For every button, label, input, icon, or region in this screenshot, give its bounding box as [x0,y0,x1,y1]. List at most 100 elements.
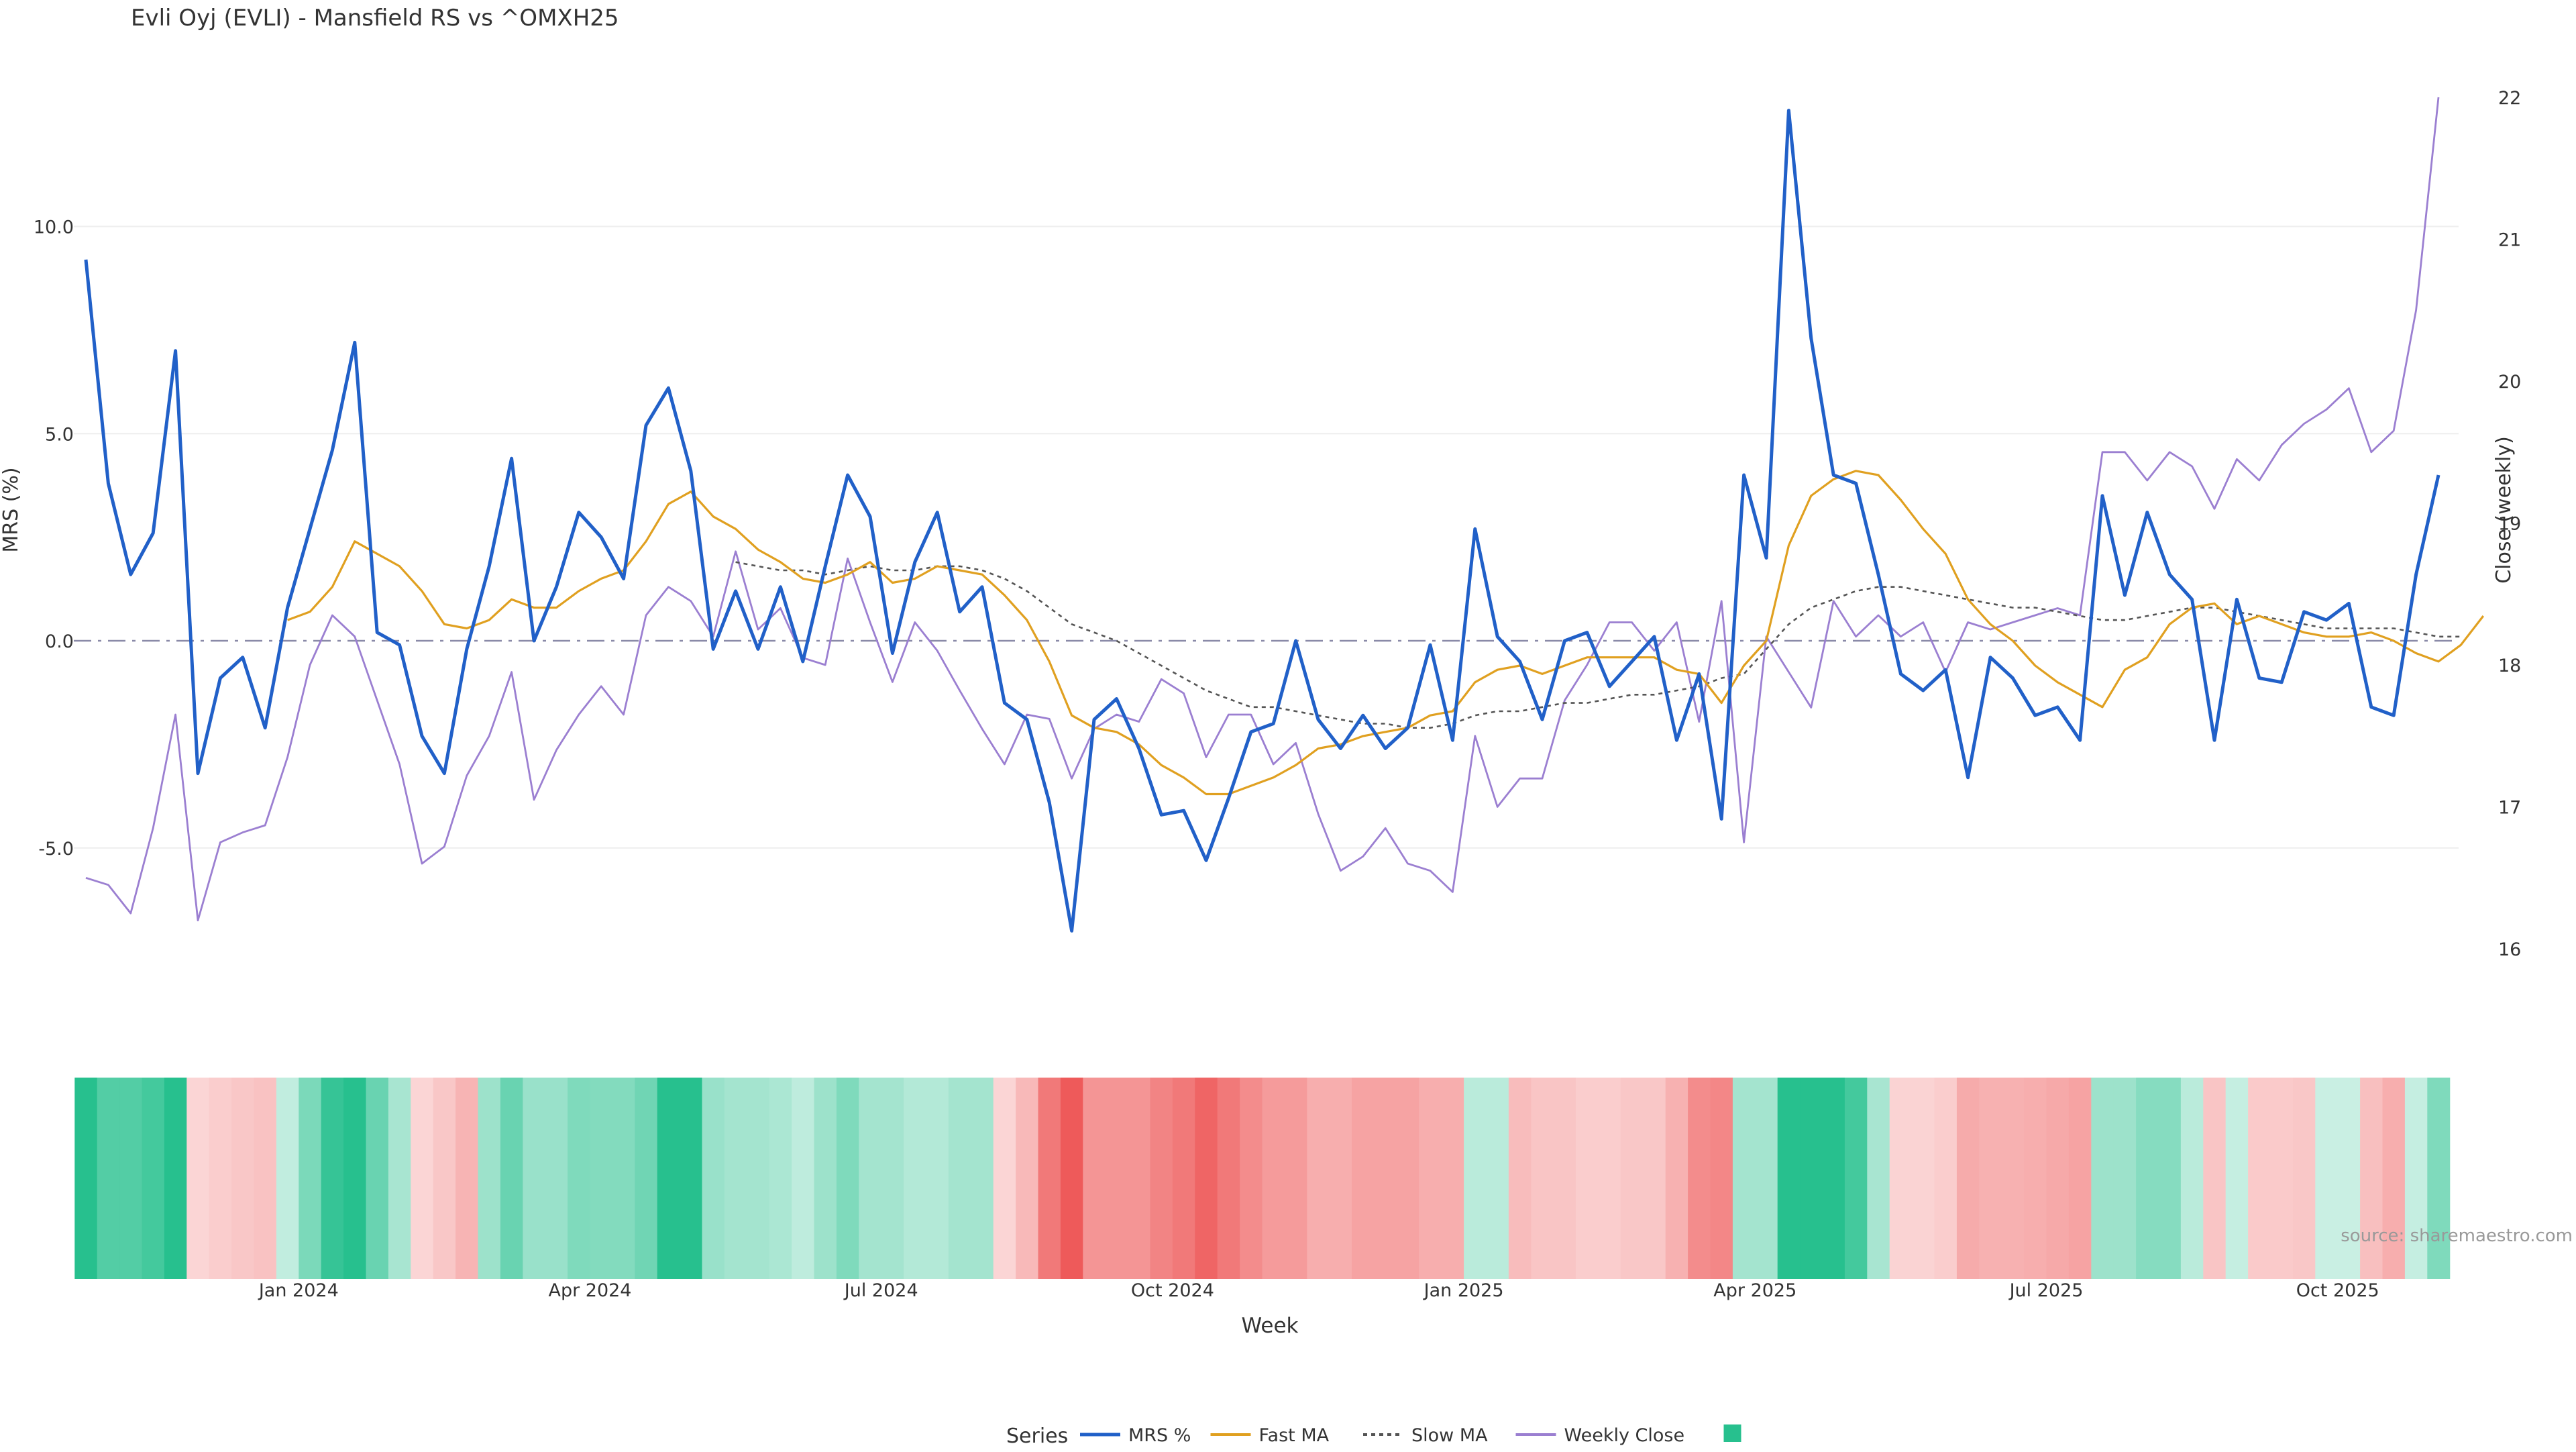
chart-title: Evli Oyj (EVLI) - Mansfield RS vs ^OMXH2… [131,5,619,32]
heatmap-cell [299,1078,322,1279]
heatmap-cell [1620,1078,1644,1279]
heatmap-cell [1464,1078,1487,1279]
heatmap-cell [1531,1078,1554,1279]
legend-label: Fast MA [1259,1425,1330,1446]
heatmap-cell [1217,1078,1240,1279]
heatmap-cell [1598,1078,1621,1279]
y-tick-label: 5.0 [45,424,74,445]
y2-tick-label: 16 [2498,939,2521,960]
heatmap-cell [657,1078,680,1279]
heatmap-cell [612,1078,635,1279]
heatmap-cell [388,1078,411,1279]
series-layer [84,97,2485,933]
heatmap-cell [2248,1078,2271,1279]
series-line-fast-ma [287,470,2485,796]
grid-layer [74,225,2459,849]
heatmap-cell [1508,1078,1532,1279]
x-tick-label: Jul 2024 [843,1280,918,1301]
heatmap-cell [2337,1078,2361,1279]
heatmap-cell [1755,1078,1778,1279]
heatmap-cell [1553,1078,1576,1279]
heatmap-cell [1777,1078,1801,1279]
heatmap-cell [2315,1078,2339,1279]
legend-label: Weekly Close [1564,1425,1685,1446]
legend-swatch-heatmap [1723,1424,1741,1442]
legend-label: MRS % [1128,1425,1191,1446]
heatmap-cell [2068,1078,2092,1279]
heatmap-cell [1128,1078,1151,1279]
x-tick-label: Jan 2025 [1423,1280,1504,1301]
heatmap-cell [455,1078,479,1279]
y2-axis-label: Close (weekly) [2492,436,2516,584]
heatmap-cell [792,1078,815,1279]
heatmap-cell [1979,1078,2002,1279]
heatmap-cell [814,1078,837,1279]
heatmap-cell [926,1078,949,1279]
source-note: source: sharemaestro.com [2341,1226,2573,1246]
heatmap-cell [2203,1078,2226,1279]
heatmap-cell [1643,1078,1666,1279]
heatmap-cell [1083,1078,1106,1279]
series-line-slow-ma [735,561,2461,729]
x-tick-label: Jul 2025 [2008,1280,2084,1301]
heatmap-cell [2360,1078,2383,1279]
heatmap-cell [836,1078,859,1279]
heatmap-cell [1419,1078,1442,1279]
heatmap-cell [1374,1078,1397,1279]
heatmap-cell [164,1078,187,1279]
heatmap-cell [702,1078,725,1279]
heatmap-cell [2046,1078,2070,1279]
heatmap-cell [545,1078,568,1279]
heatmap-cell [366,1078,389,1279]
y2-tick-label: 22 [2498,88,2521,109]
heatmap-cell [343,1078,367,1279]
heatmap-cell [1441,1078,1464,1279]
heatmap-cell [74,1078,98,1279]
heatmap-cell [680,1078,703,1279]
heatmap-cell [590,1078,613,1279]
heatmap-cell [2292,1078,2316,1279]
heatmap-cell [433,1078,456,1279]
series-line-mrs [84,109,2440,933]
y2-tick-label: 17 [2498,798,2521,819]
heatmap-cell [769,1078,792,1279]
heatmap-cell [2427,1078,2451,1279]
heatmap-cell [1060,1078,1083,1279]
heatmap-cell [1688,1078,1711,1279]
x-tick-label: Oct 2025 [2296,1280,2379,1301]
heatmap-cell [1844,1078,1868,1279]
heatmap-cell [97,1078,120,1279]
heatmap-cell [209,1078,232,1279]
heatmap-cell [186,1078,210,1279]
heatmap-cell [904,1078,927,1279]
heatmap-band [74,1078,2451,1279]
heatmap-cell [1195,1078,1218,1279]
heatmap-cell [1262,1078,1285,1279]
heatmap-cell [1800,1078,1823,1279]
heatmap-cell [859,1078,882,1279]
heatmap-cell [411,1078,434,1279]
heatmap-cell [142,1078,165,1279]
heatmap-cell [1307,1078,1330,1279]
heatmap-cell [993,1078,1016,1279]
heatmap-cell [2158,1078,2182,1279]
heatmap-cell [2136,1078,2159,1279]
heatmap-cell [2382,1078,2406,1279]
heatmap-cell [1016,1078,1039,1279]
heatmap-cell [948,1078,971,1279]
y2-tick-label: 20 [2498,372,2521,393]
heatmap-cell [1284,1078,1307,1279]
heatmap-cell [1912,1078,1935,1279]
heatmap-cell [2225,1078,2249,1279]
heatmap-cell [971,1078,994,1279]
heatmap-cell [1576,1078,1599,1279]
heatmap-cell [1329,1078,1352,1279]
heatmap-cell [254,1078,277,1279]
heatmap-cell [1150,1078,1173,1279]
heatmap-cell [2001,1078,2025,1279]
heatmap-cell [1038,1078,1061,1279]
heatmap-cell [1396,1078,1419,1279]
heatmap-cell [1665,1078,1688,1279]
heatmap-cell [1889,1078,1913,1279]
heatmap-cell [1732,1078,1756,1279]
